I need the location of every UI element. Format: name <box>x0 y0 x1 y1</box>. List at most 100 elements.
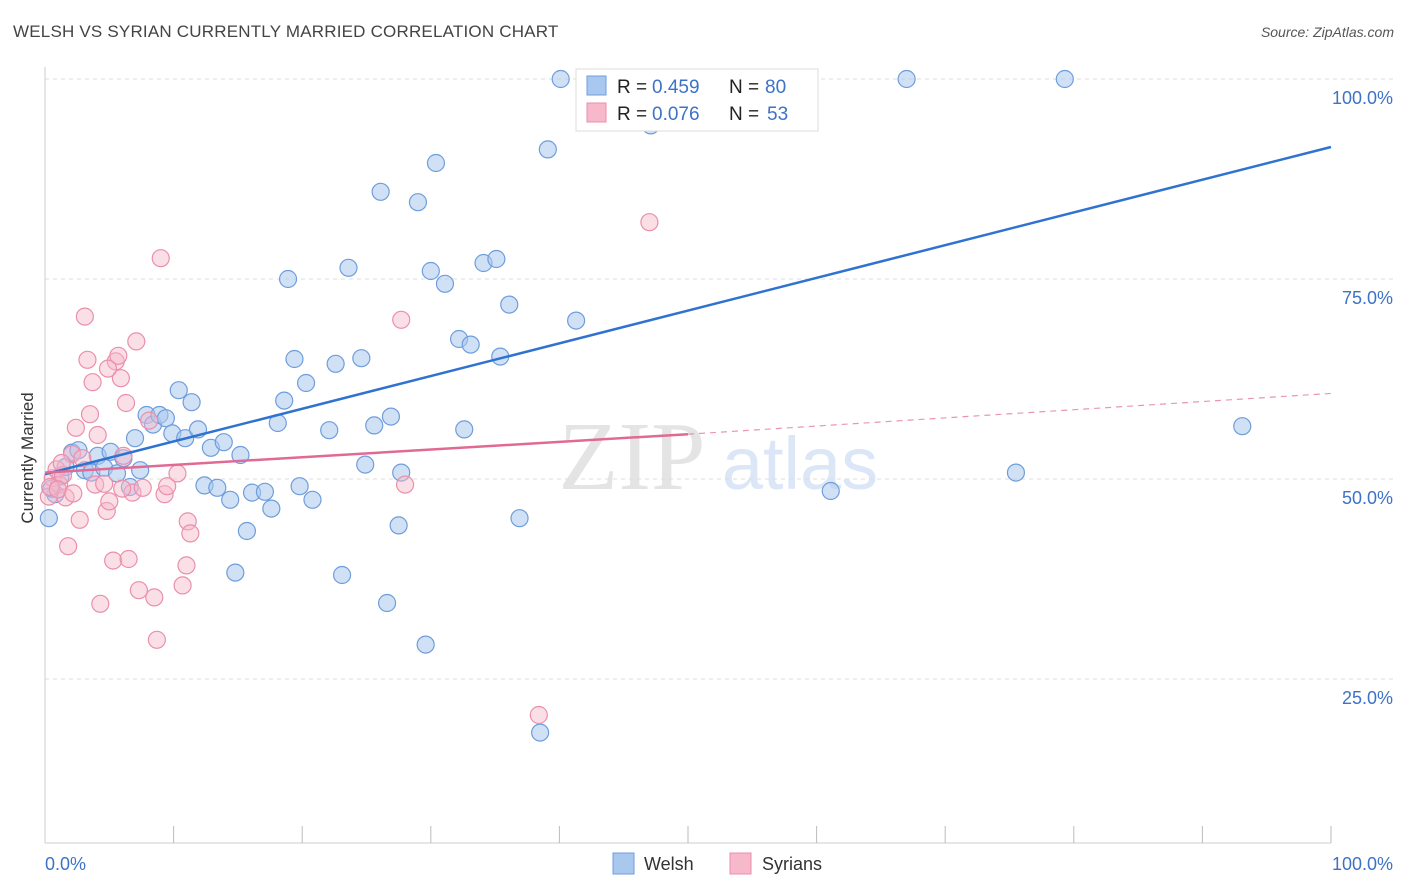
welsh-point-32 <box>237 521 257 541</box>
bottom-legend-swatch-welsh <box>612 852 635 875</box>
welsh-point-15 <box>131 461 150 480</box>
syrian-point-52 <box>113 479 132 498</box>
welsh-point-35 <box>262 499 281 518</box>
welsh-point-0 <box>39 509 58 528</box>
welsh-point-43 <box>320 421 339 440</box>
welsh-point-53 <box>389 516 408 535</box>
welsh-point-74 <box>821 481 840 501</box>
syrian-point-20 <box>100 492 119 511</box>
legend-syrian-r-label: R = <box>617 104 652 125</box>
welsh-point-41 <box>296 373 316 393</box>
syrian-point-40 <box>177 556 196 575</box>
syrian-points <box>39 213 659 725</box>
syrian-point-24 <box>111 369 130 388</box>
welsh-point-49 <box>365 416 384 435</box>
syrian-point-28 <box>123 483 142 502</box>
welsh-point-59 <box>435 274 455 293</box>
welsh-point-67 <box>510 509 529 528</box>
legend-syrian-r-value: 0.076 <box>652 104 700 125</box>
welsh-point-64 <box>487 249 506 269</box>
syrian-point-39 <box>173 576 192 595</box>
welsh-point-27 <box>208 478 227 497</box>
x-tick-label-max: 100.0% <box>1332 854 1393 874</box>
welsh-point-77 <box>1055 69 1074 89</box>
legend-swatch-welsh <box>586 75 607 96</box>
welsh-point-42 <box>303 490 322 509</box>
welsh-point-52 <box>381 407 401 426</box>
welsh-point-38 <box>278 269 298 289</box>
legend-welsh-r-value: 0.459 <box>652 77 700 98</box>
syrian-point-46 <box>640 213 659 232</box>
x-tick-labels: 0.0% 100.0% <box>45 854 1393 874</box>
syrian-point-38 <box>168 464 187 483</box>
syrian-point-29 <box>127 332 146 351</box>
watermark-atlas: atlas <box>722 422 878 505</box>
welsh-trend-line <box>44 145 1332 476</box>
legend-swatch-syrians <box>586 102 607 123</box>
syrian-point-18 <box>95 474 114 493</box>
welsh-point-76 <box>1006 463 1026 482</box>
syrian-point-51 <box>98 359 118 378</box>
welsh-point-61 <box>455 420 474 439</box>
syrian-point-42 <box>181 524 200 543</box>
syrian-point-33 <box>145 588 164 607</box>
welsh-point-39 <box>285 349 304 369</box>
syrian-point-21 <box>104 551 123 570</box>
welsh-point-51 <box>377 593 397 613</box>
welsh-point-68 <box>531 723 550 742</box>
welsh-point-70 <box>551 69 570 89</box>
legend-syrian-n-label: N = <box>729 104 764 125</box>
legend-welsh-r-label: R = <box>617 77 652 98</box>
series-legend: Welsh Syrians <box>612 852 822 875</box>
welsh-point-21 <box>169 381 188 400</box>
syrian-point-37 <box>158 477 177 496</box>
welsh-point-19 <box>156 409 175 428</box>
welsh-point-45 <box>332 565 352 585</box>
y-tick-label-2: 75.0% <box>1342 288 1393 308</box>
welsh-point-28 <box>214 433 233 452</box>
bottom-legend-welsh: Welsh <box>644 854 694 874</box>
welsh-point-54 <box>392 463 411 482</box>
syrian-point-8 <box>66 418 85 437</box>
syrian-point-26 <box>116 393 136 413</box>
syrian-point-23 <box>109 346 128 365</box>
trend-lines <box>44 145 1332 476</box>
syrian-trend-line <box>44 432 689 474</box>
welsh-point-50 <box>371 182 390 201</box>
syrian-point-14 <box>83 373 102 392</box>
axes <box>44 67 1332 844</box>
syrian-point-12 <box>78 350 97 369</box>
legend-welsh-n-label: N = <box>729 77 764 98</box>
y-tick-label-1: 50.0% <box>1342 488 1393 508</box>
welsh-point-65 <box>500 295 519 314</box>
y-axis-label: Currently Married <box>18 392 37 523</box>
welsh-point-55 <box>408 193 428 212</box>
syrian-point-31 <box>133 478 152 497</box>
chart-title: WELSH VS SYRIAN CURRENTLY MARRIED CORREL… <box>13 22 559 41</box>
welsh-point-71 <box>567 311 586 330</box>
syrian-point-43 <box>392 310 411 329</box>
syrian-point-48 <box>48 480 67 499</box>
syrian-point-45 <box>529 705 548 725</box>
syrian-point-17 <box>91 594 110 613</box>
welsh-point-69 <box>538 140 557 159</box>
welsh-point-58 <box>426 153 446 173</box>
syrian-point-50 <box>64 484 83 503</box>
welsh-point-46 <box>339 258 358 277</box>
y-tick-label-3: 100.0% <box>1332 88 1393 108</box>
welsh-point-31 <box>231 445 250 465</box>
watermark-zip: ZIP <box>559 403 706 511</box>
stats-legend-box <box>575 68 819 132</box>
welsh-point-29 <box>221 490 240 509</box>
welsh-point-47 <box>352 349 371 368</box>
welsh-point-48 <box>356 455 375 474</box>
welsh-point-30 <box>226 563 245 582</box>
welsh-point-44 <box>326 354 345 373</box>
source-credit: Source: ZipAtlas.com <box>1260 24 1394 40</box>
welsh-point-57 <box>421 261 440 281</box>
syrian-point-13 <box>80 405 100 424</box>
y-tick-label-0: 25.0% <box>1342 688 1393 708</box>
welsh-point-14 <box>125 429 145 448</box>
x-tick-label-min: 0.0% <box>45 854 86 874</box>
